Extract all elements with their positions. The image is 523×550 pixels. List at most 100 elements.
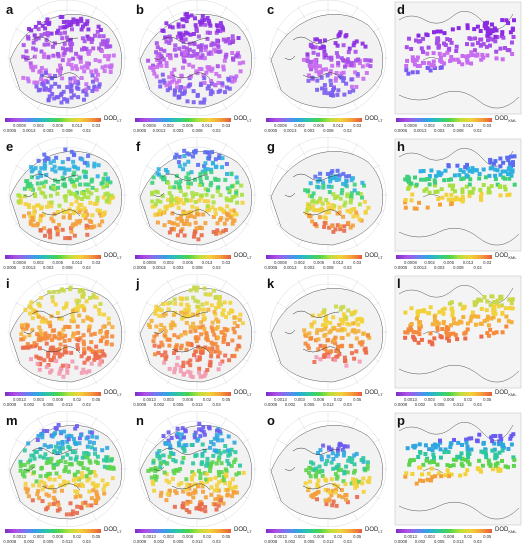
data-cell	[168, 55, 172, 60]
data-cell	[494, 330, 499, 335]
data-cell	[215, 349, 220, 354]
data-cell	[190, 190, 195, 195]
colorbar-tick-label: 0.0005	[394, 128, 408, 133]
data-cell	[491, 310, 496, 315]
data-cell	[344, 363, 349, 368]
data-cell	[479, 191, 484, 196]
data-cell	[433, 190, 438, 194]
data-cell	[491, 37, 496, 42]
unit-text: DOD	[495, 253, 509, 259]
data-cell	[458, 473, 463, 478]
data-cell	[211, 288, 216, 293]
map-svg	[137, 411, 257, 527]
data-cell	[449, 192, 454, 197]
data-cell	[188, 500, 193, 504]
data-cell	[216, 470, 221, 474]
data-cell	[73, 450, 78, 455]
data-cell	[203, 509, 208, 514]
data-cell	[320, 201, 325, 206]
data-cell	[362, 466, 367, 471]
data-cell	[98, 301, 103, 306]
data-cell	[106, 176, 110, 181]
data-cell	[27, 333, 32, 338]
data-cell	[347, 322, 352, 327]
data-cell	[342, 203, 347, 208]
data-cell	[32, 80, 37, 85]
data-cell	[57, 445, 62, 450]
colorbar-ticks: 0.0005 0.0008 0.0013 0.002 0.003 0.005 0.008 0.…	[3, 123, 101, 133]
data-cell	[56, 28, 61, 33]
data-cell	[211, 442, 216, 447]
colorbar	[135, 392, 231, 396]
data-cell	[165, 301, 170, 306]
data-cell	[312, 63, 317, 68]
data-cell	[177, 31, 182, 36]
colorbar-unit: DODLT	[104, 116, 122, 123]
data-cell	[18, 196, 23, 201]
data-cell	[165, 53, 170, 58]
data-cell	[307, 331, 312, 336]
data-cell	[495, 298, 500, 303]
data-cell	[336, 463, 341, 467]
data-cell	[197, 468, 201, 473]
data-cell	[194, 288, 199, 293]
data-cell	[77, 175, 82, 180]
data-cell	[314, 470, 319, 475]
data-cell	[510, 306, 515, 311]
data-cell	[329, 55, 334, 60]
data-cell	[105, 482, 110, 487]
data-cell	[421, 36, 425, 41]
data-cell	[214, 231, 219, 236]
data-cell	[214, 30, 219, 35]
data-cell	[184, 443, 189, 448]
data-cell	[472, 27, 477, 32]
data-cell	[498, 193, 503, 198]
data-cell	[66, 437, 71, 442]
data-cell	[102, 210, 107, 215]
data-cell	[227, 311, 231, 316]
data-cell	[313, 60, 318, 65]
data-cell	[336, 345, 341, 350]
data-cell	[222, 221, 227, 226]
data-cell	[193, 430, 198, 435]
colorbar-tick-label: 0.05	[222, 397, 231, 402]
data-cell	[493, 34, 498, 39]
data-cell	[62, 171, 67, 176]
data-cell	[348, 225, 353, 230]
data-cell	[60, 440, 65, 445]
data-cell	[146, 468, 151, 473]
data-cell	[170, 25, 175, 30]
data-cell	[71, 334, 75, 339]
data-cell	[438, 65, 443, 70]
data-cell	[76, 206, 81, 211]
data-cell	[184, 296, 189, 301]
data-cell	[448, 445, 453, 450]
data-cell	[226, 434, 231, 439]
data-cell	[60, 446, 65, 451]
data-cell	[58, 483, 63, 488]
data-cell	[191, 32, 196, 36]
data-cell	[468, 318, 473, 323]
data-cell	[60, 227, 65, 232]
data-cell	[161, 434, 166, 438]
data-cell	[197, 355, 202, 360]
data-cell	[408, 458, 413, 463]
data-cell	[485, 53, 490, 58]
colorbar-tick-label: 0.003	[303, 128, 315, 133]
data-cell	[27, 304, 32, 309]
data-cell	[486, 314, 490, 319]
data-cell	[69, 45, 73, 50]
data-cell	[500, 30, 505, 35]
colorbar-tick-label: 0.0013	[22, 265, 36, 270]
data-cell	[460, 457, 465, 462]
colorbar	[5, 392, 101, 396]
data-cell	[157, 313, 162, 318]
data-cell	[224, 315, 228, 319]
data-cell	[33, 64, 38, 69]
colorbar-tick-label: 0.03	[92, 260, 101, 265]
data-cell	[325, 172, 330, 176]
colorbar-ticks: 0.0008 0.0013 0.002 0.003 0.005 0.008 0.013 0.0…	[3, 534, 101, 544]
data-cell	[58, 69, 63, 74]
data-cell	[160, 28, 165, 33]
data-cell	[68, 177, 73, 182]
